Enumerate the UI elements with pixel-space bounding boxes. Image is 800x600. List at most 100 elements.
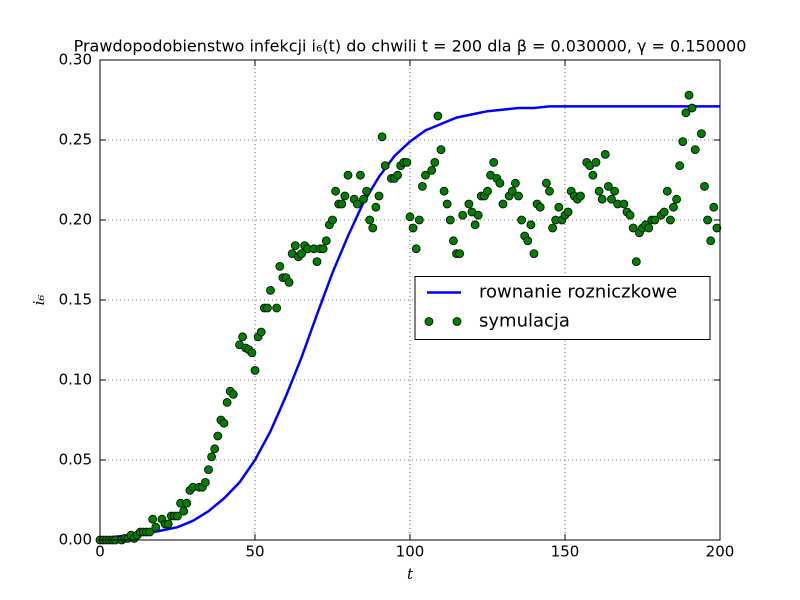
scatter-point	[464, 199, 474, 209]
legend-label: rownanie rozniczkowe	[479, 282, 677, 303]
scatter-point	[669, 202, 678, 212]
scatter-point	[610, 186, 619, 196]
scatter-point	[272, 303, 282, 313]
scatter-point	[563, 207, 573, 217]
scatter-point	[535, 202, 545, 212]
scatter-point	[266, 285, 275, 295]
line-series	[99, 105, 720, 540]
scatter-point	[684, 90, 694, 100]
scatter-point	[495, 178, 505, 188]
scatter-point	[433, 111, 443, 121]
scatter-point	[250, 365, 260, 375]
scatter-point	[470, 220, 480, 230]
x-axis-label: t	[407, 565, 414, 583]
scatter-point	[703, 215, 712, 225]
scatter-point	[700, 181, 709, 191]
scatter-point	[262, 303, 272, 313]
scatter-point	[318, 244, 328, 254]
scatter-point	[659, 207, 669, 217]
scatter-point	[179, 506, 189, 516]
scatter-point	[511, 178, 520, 188]
scatter-point	[712, 223, 722, 233]
scatter-point	[414, 215, 424, 225]
scatter-point	[706, 236, 716, 246]
scatter-point	[588, 170, 598, 180]
scatter-point	[445, 215, 455, 225]
scatter-point	[542, 178, 551, 188]
scatter-point	[145, 527, 155, 537]
scatter-point	[529, 249, 539, 259]
scatter-point	[687, 103, 697, 113]
scatter-point	[207, 452, 217, 462]
scatter-point	[408, 223, 418, 233]
scatter-point	[417, 181, 427, 191]
scatter-point	[365, 215, 375, 225]
scatter-point	[675, 161, 685, 171]
scatter-point	[402, 157, 412, 167]
scatter-point	[498, 199, 508, 209]
scatter-point	[238, 332, 248, 342]
scatter-point	[151, 522, 161, 532]
scatter-point	[368, 223, 378, 233]
y-tick-label: 0.00	[59, 531, 92, 549]
scatter-point	[182, 498, 192, 508]
scatter-point	[362, 186, 372, 196]
scatter-point	[576, 191, 585, 201]
scatter-point	[548, 223, 557, 233]
scatter-point	[607, 194, 616, 204]
scatter-point	[628, 223, 638, 233]
scatter-point	[247, 348, 257, 358]
scatter-point	[297, 249, 306, 259]
scatter-point	[163, 519, 173, 529]
scatter-point	[411, 244, 421, 254]
scatter-point	[473, 210, 483, 220]
scatter-point	[359, 194, 368, 204]
scatter-point	[545, 186, 554, 196]
y-tick-label: 0.25	[59, 131, 92, 149]
x-tick-label: 50	[245, 543, 264, 561]
scatter-point	[210, 444, 220, 454]
scatter-point	[597, 194, 607, 204]
scatter-point	[355, 170, 365, 180]
y-axis-label: i₆	[30, 295, 48, 306]
scatter-point	[290, 241, 300, 251]
scatter-point	[173, 511, 182, 521]
y-tick-label: 0.20	[59, 211, 92, 229]
scatter-point	[204, 465, 213, 475]
scatter-point	[427, 165, 437, 175]
scatter-point	[393, 170, 403, 180]
scatter-point	[219, 418, 229, 428]
scatter-point	[328, 215, 337, 225]
scatter-point	[666, 215, 675, 225]
scatter-point	[672, 194, 681, 204]
scatter-point	[507, 186, 517, 196]
scatter-point	[697, 129, 706, 139]
legend-label: symulacja	[479, 311, 570, 332]
scatter-point	[228, 389, 238, 399]
scatter-point	[380, 161, 390, 171]
scatter-point	[690, 145, 700, 155]
plot-frame	[99, 59, 721, 541]
scatter-point	[222, 397, 232, 407]
scatter-point	[455, 249, 465, 259]
legend-marker	[452, 317, 462, 326]
scatter-point	[554, 202, 564, 212]
scatter-point	[405, 212, 415, 222]
legend-marker	[424, 317, 434, 326]
legend-box	[414, 276, 711, 340]
scatter-point	[213, 431, 223, 441]
scatter-point	[604, 181, 613, 191]
scatter-point	[600, 149, 610, 159]
scatter-point	[526, 220, 536, 230]
scatter-point	[625, 210, 635, 220]
scatter-point	[374, 191, 384, 201]
scatter-point	[678, 137, 688, 147]
scatter-point	[371, 202, 381, 212]
scatter-point	[631, 257, 641, 267]
scatter-point	[662, 186, 672, 196]
scatter-point	[619, 199, 629, 209]
scatter-point	[343, 170, 353, 180]
scatter-point	[430, 157, 440, 167]
scatter-point	[489, 157, 499, 167]
